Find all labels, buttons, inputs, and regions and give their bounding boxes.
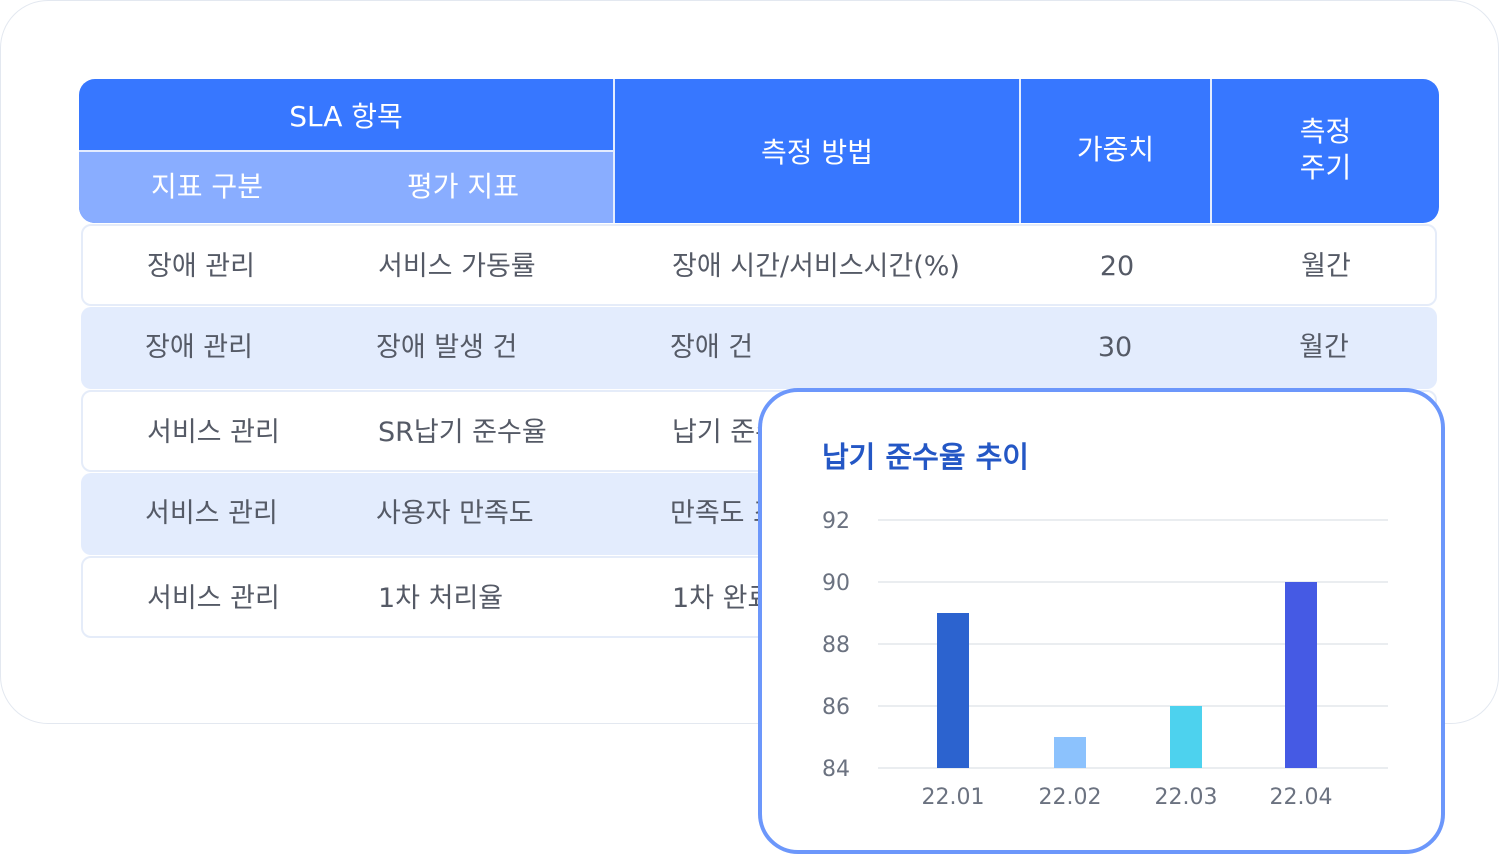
cell-method: 장애 시간/서비스시간(%): [672, 251, 960, 282]
cell-indicator: 1차 처리율: [378, 583, 504, 614]
y-tick-label: 90: [822, 571, 850, 596]
cell-type: 서비스 관리: [145, 498, 278, 529]
bar-22.02: [1054, 737, 1086, 768]
header-cycle-line2: 주기: [1299, 151, 1352, 184]
x-tick-label: 22.01: [922, 785, 985, 810]
cell-indicator: SR납기 준수율: [378, 417, 547, 448]
x-tick-label: 22.02: [1039, 785, 1102, 810]
y-tick-label: 88: [822, 633, 850, 658]
cell-cycle: 월간: [1299, 332, 1349, 363]
x-tick-label: 22.03: [1155, 785, 1218, 810]
bar-22.04: [1285, 582, 1317, 768]
cell-cycle: 월간: [1301, 251, 1351, 282]
y-tick-label: 86: [822, 695, 850, 720]
cell-method: 1차 완료: [672, 583, 773, 614]
header-cycle-line1: 측정: [1299, 115, 1352, 148]
header-indicator-type: 지표 구분: [151, 170, 263, 203]
cell-weight: 30: [1097, 332, 1133, 363]
x-tick-label: 22.04: [1270, 785, 1333, 810]
table-row: 장애 관리 서비스 가동률 장애 시간/서비스시간(%) 20 월간: [81, 224, 1437, 306]
header-weight: 가중치: [1076, 133, 1155, 166]
chart-panel: [758, 388, 1445, 854]
cell-indicator: 장애 발생 건: [376, 332, 518, 363]
y-tick-label: 84: [822, 757, 850, 782]
cell-type: 장애 관리: [145, 332, 253, 363]
table-row: 장애 관리 장애 발생 건 장애 건 30 월간: [81, 307, 1437, 389]
header-measure-method: 측정 방법: [761, 136, 873, 169]
chart-title: 납기 준수율 추이: [822, 440, 1029, 474]
table-subheader: [79, 152, 613, 223]
cell-indicator: 사용자 만족도: [376, 498, 534, 529]
cell-type: 서비스 관리: [147, 417, 280, 448]
cell-type: 장애 관리: [147, 251, 255, 282]
bar-22.03: [1170, 706, 1202, 768]
cell-method: 장애 건: [670, 332, 754, 363]
header-divider: [79, 150, 613, 152]
header-sla-items: SLA 항목: [289, 100, 403, 133]
header-divider: [613, 79, 615, 223]
header-eval-indicator: 평가 지표: [407, 170, 519, 203]
cell-weight: 20: [1099, 251, 1135, 282]
header-divider: [1019, 79, 1021, 223]
header-divider: [1210, 79, 1212, 223]
cell-indicator: 서비스 가동률: [378, 251, 536, 282]
bar-22.01: [937, 613, 969, 768]
cell-type: 서비스 관리: [147, 583, 280, 614]
y-tick-label: 92: [822, 509, 850, 534]
table-header: SLA 항목 지표 구분 평가 지표 측정 방법 가중치 측정 주기: [79, 79, 1439, 223]
